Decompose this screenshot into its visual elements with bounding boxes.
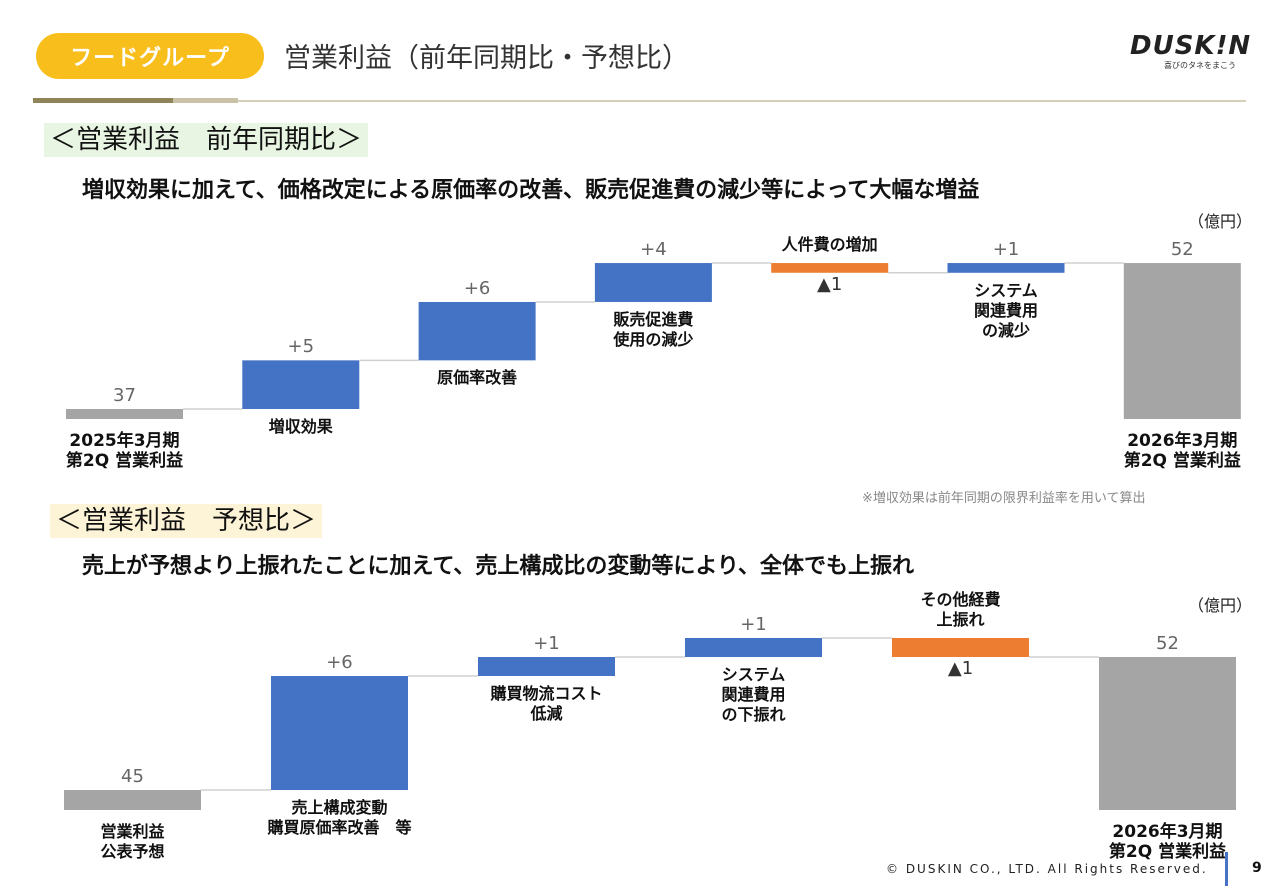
category-label: 原価率改善: [437, 368, 518, 388]
section2-lead: 売上が予想より上振れたことに加えて、売上構成比の変動等により、全体でも上振れ: [82, 554, 915, 579]
section2-unit: （億円）: [1188, 596, 1253, 615]
category-label: 購買物流コスト 低減: [490, 684, 603, 723]
category-label: その他経費 上振れ: [920, 590, 1001, 629]
copyright: © DUSKIN CO., LTD. All Rights Reserved.: [886, 862, 1208, 876]
value-label: +5: [287, 336, 315, 358]
value-label: +1: [740, 614, 767, 635]
bar-increase: [594, 263, 712, 302]
category-label: 2026年3月期 第2Q 営業利益: [1123, 431, 1241, 471]
value-label: +6: [326, 652, 353, 673]
logo-text: DUSK!N: [1130, 31, 1252, 61]
header-rule: [173, 98, 238, 103]
page-number: 9: [1252, 860, 1262, 876]
header-rule: [33, 98, 173, 103]
bar-total: [64, 790, 201, 810]
bar-decrease: [892, 638, 1029, 657]
value-label: 37: [113, 385, 136, 406]
bar-total: [1099, 657, 1236, 810]
bar-total: [66, 409, 183, 419]
value-label: +6: [463, 277, 491, 299]
section1-note: ※増収効果は前年同期の限界利益率を用いて算出: [862, 491, 1146, 506]
category-label: 売上構成変動 購買原価率改善 等: [267, 798, 412, 837]
value-label: +4: [640, 239, 667, 261]
bar-decrease: [771, 263, 889, 273]
value-label: ▲1: [947, 658, 974, 679]
category-label: システム 関連費用 の減少: [973, 280, 1039, 340]
logo-tagline: 喜びのタネをまこう: [1164, 61, 1236, 70]
page-divider: [1225, 852, 1228, 886]
bar-increase: [418, 301, 536, 361]
category-label: 増収効果: [268, 417, 333, 436]
bar-increase: [947, 263, 1065, 273]
section1-lead: 増収効果に加えて、価格改定による原価率の改善、販売促進費の減少等によって大幅な増…: [82, 178, 980, 203]
bar-increase: [242, 360, 360, 409]
duskin-logo: DUSK!N 喜びのタネをまこう: [1130, 32, 1250, 71]
category-label: 販売促進費 使用の減少: [613, 309, 694, 349]
value-label: +1: [992, 239, 1020, 261]
category-label: システム 関連費用 の下振れ: [721, 665, 786, 724]
page-title: 営業利益（前年同期比・予想比）: [284, 43, 689, 74]
bar-increase: [271, 676, 408, 790]
section1-heading: ＜営業利益 前年同期比＞: [44, 123, 369, 157]
category-label: 2025年3月期 第2Q 営業利益: [65, 431, 184, 471]
group-badge: フードグループ: [36, 33, 264, 79]
value-label: 52: [1170, 239, 1194, 261]
header-rule: [238, 100, 1246, 102]
section2-heading: ＜営業利益 予想比＞: [50, 504, 323, 538]
category-label: 人件費の増加: [781, 235, 878, 255]
value-label: 52: [1156, 633, 1179, 654]
bar-increase: [478, 657, 615, 676]
value-label: +1: [533, 633, 560, 654]
bar-increase: [685, 638, 822, 657]
value-label: ▲1: [817, 273, 843, 295]
value-label: 45: [121, 766, 144, 787]
section1-unit: （億円）: [1188, 212, 1253, 231]
category-label: 営業利益 公表予想: [100, 822, 165, 861]
bar-total: [1123, 263, 1241, 419]
category-label: 2026年3月期 第2Q 営業利益: [1108, 822, 1227, 862]
